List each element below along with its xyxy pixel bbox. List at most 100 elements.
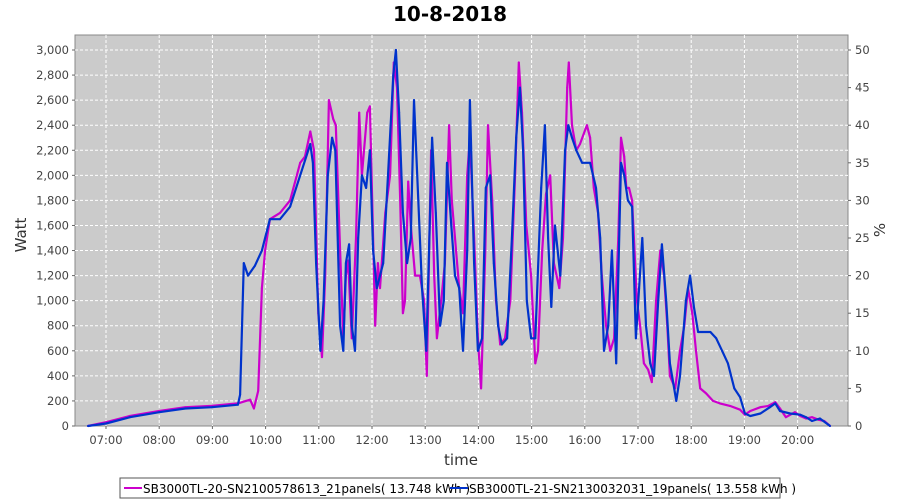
data-point-series-2 — [652, 374, 655, 377]
y-right-tick-label: 20 — [855, 269, 870, 283]
data-point-series-1 — [313, 149, 316, 152]
data-point-series-2 — [623, 174, 626, 177]
data-point-series-2 — [481, 337, 484, 340]
data-point-series-2 — [128, 416, 131, 419]
data-point-series-2 — [615, 362, 618, 365]
data-point-series-2 — [473, 262, 476, 265]
y-tick-label: 1,200 — [36, 269, 69, 283]
data-point-series-2 — [679, 374, 682, 377]
data-point-series-1 — [486, 124, 489, 127]
data-point-series-2 — [559, 274, 562, 277]
data-point-series-1 — [374, 324, 377, 327]
data-point-series-2 — [439, 324, 442, 327]
y-tick-label: 2,000 — [36, 168, 69, 182]
data-point-series-1 — [749, 409, 752, 412]
data-point-series-2 — [461, 349, 464, 352]
data-point-series-1 — [264, 249, 267, 252]
data-point-series-1 — [244, 399, 247, 402]
data-point-series-2 — [567, 124, 570, 127]
data-point-series-2 — [644, 324, 647, 327]
x-tick-label: 18:00 — [675, 433, 708, 447]
data-point-series-1 — [358, 111, 361, 114]
data-point-series-1 — [655, 299, 658, 302]
data-point-series-2 — [398, 111, 401, 114]
y-right-tick-label: 5 — [855, 381, 862, 395]
legend-label-series-2: SB3000TL-21-SN2130032031_19panels( 13.55… — [469, 482, 796, 496]
x-tick-label: 09:00 — [196, 433, 229, 447]
data-point-series-2 — [550, 305, 553, 308]
data-point-series-1 — [609, 349, 612, 352]
data-point-series-1 — [401, 312, 404, 315]
data-point-series-2 — [610, 249, 613, 252]
data-point-series-1 — [249, 398, 252, 401]
data-point-series-2 — [348, 243, 351, 246]
data-point-series-1 — [571, 124, 574, 127]
data-point-series-1 — [278, 211, 281, 214]
data-point-series-2 — [554, 224, 557, 227]
data-point-series-2 — [660, 243, 663, 246]
data-point-series-2 — [675, 399, 678, 402]
data-point-series-2 — [236, 403, 239, 406]
y-right-tick-label: 40 — [855, 118, 870, 132]
data-point-series-1 — [536, 349, 539, 352]
data-point-series-2 — [394, 49, 397, 51]
data-point-series-2 — [497, 324, 500, 327]
y-tick-label: 2,200 — [36, 143, 69, 157]
plot-area — [74, 34, 849, 427]
data-point-series-2 — [184, 407, 187, 410]
data-point-series-2 — [315, 262, 318, 265]
data-point-series-2 — [492, 262, 495, 265]
data-point-series-2 — [289, 205, 292, 208]
data-point-series-1 — [453, 237, 456, 239]
y-tick-label: 400 — [47, 369, 69, 383]
data-point-series-2 — [829, 425, 832, 427]
data-point-series-1 — [592, 186, 595, 189]
data-point-series-1 — [320, 356, 323, 359]
chart-title: 10-8-2018 — [393, 2, 507, 26]
data-point-series-2 — [594, 186, 597, 189]
data-point-series-1 — [642, 362, 645, 365]
data-point-series-2 — [309, 143, 312, 145]
data-point-series-1 — [389, 174, 392, 177]
x-tick-label: 16:00 — [568, 433, 601, 447]
data-point-series-2 — [657, 299, 660, 302]
data-point-series-1 — [705, 392, 708, 395]
data-point-series-1 — [631, 199, 634, 202]
y-tick-label: 2,800 — [36, 68, 69, 82]
data-point-series-1 — [355, 237, 358, 239]
data-point-series-1 — [679, 349, 682, 352]
data-point-series-2 — [210, 406, 213, 409]
data-point-series-1 — [567, 61, 570, 64]
data-point-series-1 — [647, 368, 650, 371]
x-tick-label: 11:00 — [302, 433, 335, 447]
data-point-series-1 — [334, 124, 337, 127]
x-tick-label: 12:00 — [355, 433, 388, 447]
data-point-series-1 — [699, 387, 702, 390]
data-point-series-1 — [810, 416, 813, 419]
data-point-series-1 — [309, 130, 312, 133]
data-point-series-2 — [458, 287, 461, 290]
data-point-series-2 — [689, 274, 692, 277]
x-tick-label: 14:00 — [462, 433, 495, 447]
data-point-series-1 — [299, 161, 302, 164]
x-tick-label: 17:00 — [621, 433, 654, 447]
data-point-series-2 — [805, 416, 808, 419]
y-right-tick-label: 50 — [855, 43, 870, 57]
data-point-series-2 — [158, 411, 161, 414]
data-point-series-1 — [517, 61, 520, 64]
data-point-series-2 — [534, 337, 537, 340]
data-point-series-1 — [729, 404, 732, 407]
data-point-series-1 — [414, 274, 417, 277]
data-point-series-2 — [268, 218, 271, 221]
data-point-series-2 — [450, 224, 453, 227]
data-point-series-2 — [372, 249, 375, 252]
data-point-series-1 — [480, 387, 483, 390]
y-tick-label: 1,600 — [36, 218, 69, 232]
x-tick-label: 10:00 — [249, 433, 282, 447]
data-point-series-2 — [476, 349, 479, 352]
data-point-series-2 — [247, 274, 250, 277]
data-point-series-2 — [406, 262, 409, 265]
data-point-series-2 — [105, 422, 107, 425]
data-point-series-2 — [692, 305, 695, 308]
